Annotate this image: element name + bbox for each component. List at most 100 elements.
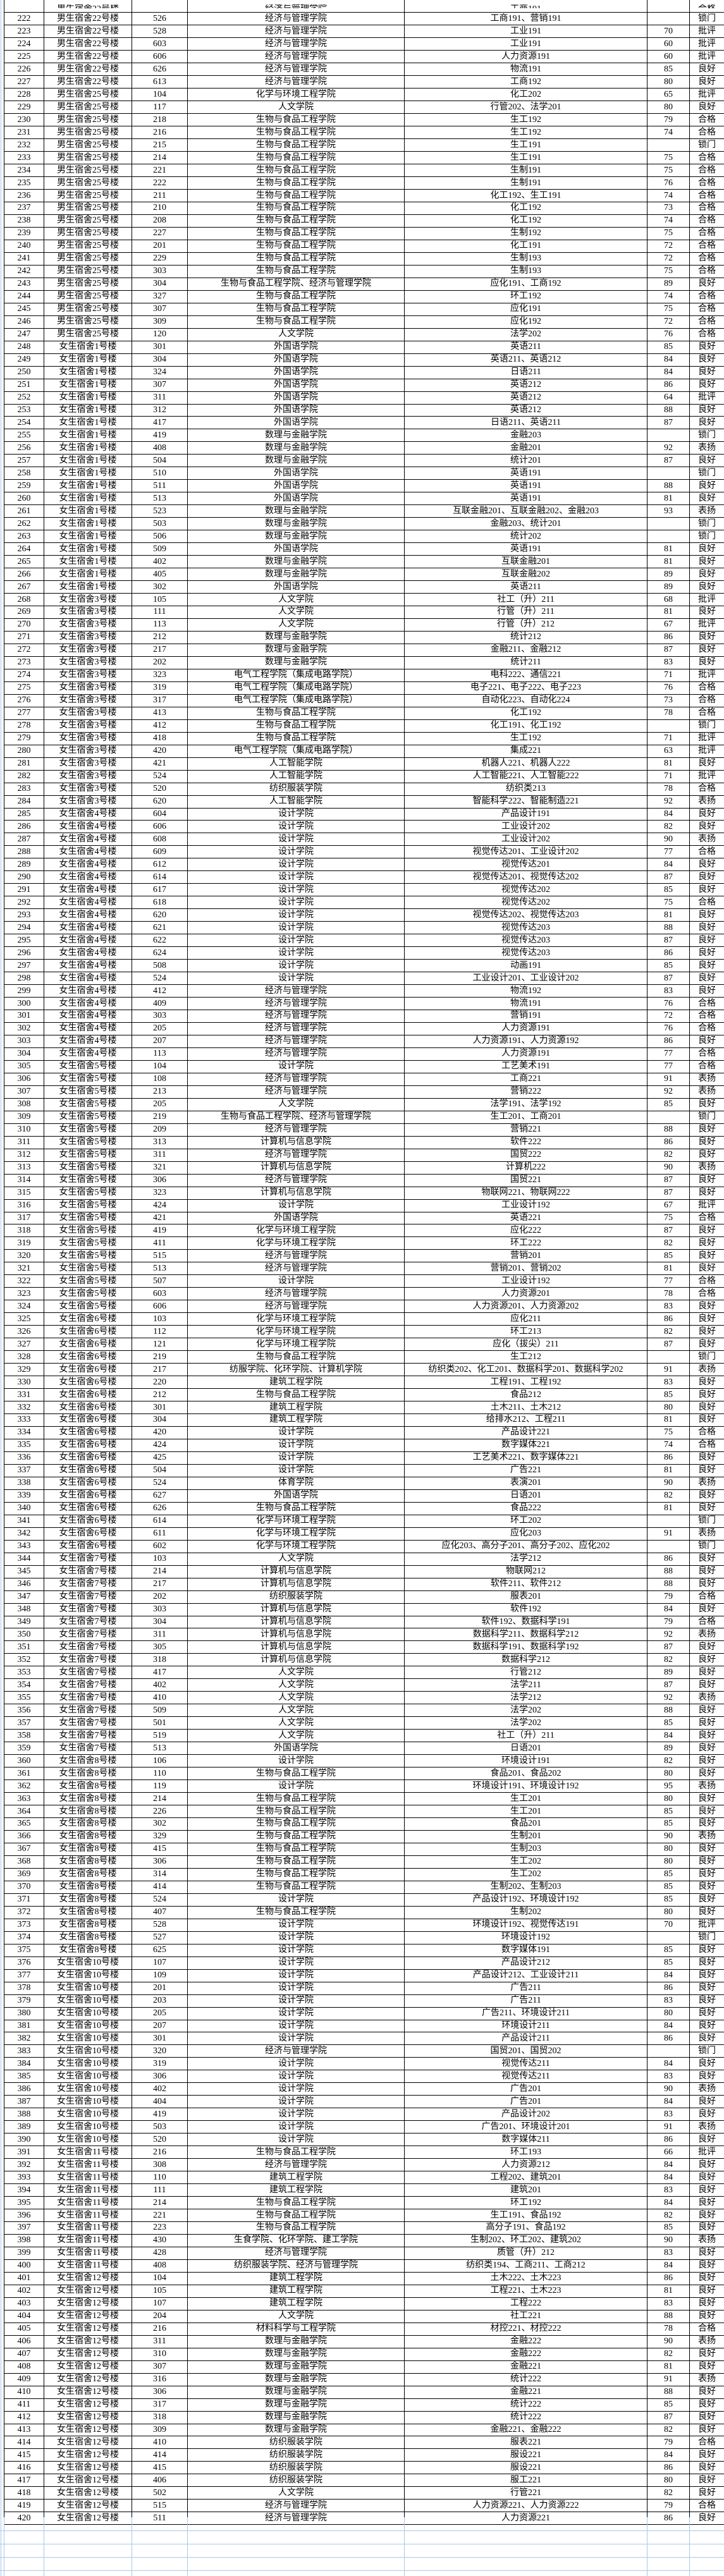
cell-building[interactable]: 女生宿舍7号楼 (44, 1729, 132, 1743)
cell-rating[interactable]: 锁门 (689, 467, 724, 480)
cell-score[interactable]: 60 (647, 50, 690, 64)
cell-row-number[interactable]: 222 (4, 12, 44, 26)
cell-building[interactable]: 女生宿舍1号楼 (44, 555, 132, 569)
cell-score[interactable]: 71 (647, 668, 690, 682)
cell-room[interactable]: 305 (132, 1640, 188, 1654)
cell-classes[interactable]: 环境设计192、视觉传达191 (404, 1918, 647, 1932)
cell-rating[interactable]: 合格 (689, 214, 724, 228)
cell-score[interactable]: 75 (647, 302, 690, 316)
cell-room[interactable]: 627 (132, 1489, 188, 1503)
cell-building[interactable]: 女生宿舍10号楼 (44, 2082, 132, 2096)
cell-rating[interactable]: 良好 (689, 403, 724, 417)
cell-row-number[interactable]: 396 (4, 2209, 44, 2222)
cell-rating[interactable]: 良好 (689, 2423, 724, 2437)
cell-room[interactable]: 301 (132, 1401, 188, 1414)
cell-building[interactable]: 女生宿舍1号楼 (44, 441, 132, 455)
cell-rating[interactable]: 良好 (689, 1867, 724, 1881)
cell-college[interactable]: 生物与食品工程学院 (187, 290, 405, 303)
cell-classes[interactable]: 营销221 (404, 1123, 647, 1137)
cell-college[interactable]: 生物与食品工程学院 (187, 1388, 405, 1402)
cell-rating[interactable]: 合格 (689, 1590, 724, 1604)
cell-college[interactable]: 生物与食品工程学院 (187, 1905, 405, 1919)
cell-row-number[interactable]: 354 (4, 1678, 44, 1692)
cell-rating[interactable]: 良好 (689, 2221, 724, 2235)
cell-room[interactable]: 319 (132, 2057, 188, 2071)
cell-classes[interactable]: 环境设计211 (404, 2019, 647, 2033)
cell-classes[interactable]: 工业设计202 (404, 833, 647, 846)
cell-building[interactable]: 女生宿舍4号楼 (44, 845, 132, 859)
cell-row-number[interactable]: 415 (4, 2448, 44, 2462)
cell-rating[interactable]: 良好 (689, 568, 724, 582)
cell-classes[interactable]: 物流191 (404, 63, 647, 76)
cell-rating[interactable]: 良好 (689, 1501, 724, 1515)
cell-building[interactable]: 女生宿舍4号楼 (44, 858, 132, 872)
cell-row-number[interactable]: 389 (4, 2120, 44, 2134)
cell-score[interactable]: 75 (647, 1425, 690, 1439)
cell-rating[interactable]: 良好 (689, 1338, 724, 1352)
cell-score[interactable]: 79 (647, 2499, 690, 2513)
cell-row-number[interactable]: 240 (4, 239, 44, 253)
cell-rating[interactable]: 批评 (689, 769, 724, 783)
cell-room[interactable]: 119 (132, 1779, 188, 1793)
cell-classes[interactable]: 生工191 (404, 138, 647, 152)
cell-score[interactable]: 90 (647, 2233, 690, 2247)
cell-row-number[interactable]: 340 (4, 1501, 44, 1515)
cell-college[interactable]: 生物与食品工程学院 (187, 252, 405, 266)
cell-row-number[interactable]: 406 (4, 2335, 44, 2348)
cell-room[interactable]: 418 (132, 731, 188, 745)
cell-building[interactable]: 男生宿舍25号楼 (44, 101, 132, 114)
cell-building[interactable]: 女生宿舍6号楼 (44, 1325, 132, 1339)
cell-building[interactable]: 女生宿舍8号楼 (44, 1842, 132, 1856)
cell-classes[interactable]: 金融201 (404, 441, 647, 455)
cell-building[interactable]: 女生宿舍6号楼 (44, 1514, 132, 1528)
cell-score[interactable]: 91 (647, 1072, 690, 1086)
cell-room[interactable]: 111 (132, 2183, 188, 2197)
cell-building[interactable]: 女生宿舍1号楼 (44, 542, 132, 556)
cell-room[interactable]: 204 (132, 2309, 188, 2323)
cell-building[interactable]: 女生宿舍4号楼 (44, 1022, 132, 1035)
cell-room[interactable]: 214 (132, 1792, 188, 1806)
cell-row-number[interactable]: 265 (4, 555, 44, 569)
cell-score[interactable]: 86 (647, 2461, 690, 2475)
cell-row-number[interactable]: 237 (4, 202, 44, 215)
cell-row-number[interactable]: 414 (4, 2436, 44, 2450)
cell-college[interactable]: 生物与食品工程学院 (187, 2221, 405, 2235)
cell-room[interactable]: 316 (132, 2372, 188, 2386)
cell-row-number[interactable]: 386 (4, 2082, 44, 2096)
cell-classes[interactable]: 应化191、工商192 (404, 277, 647, 291)
cell-row-number[interactable]: 361 (4, 1767, 44, 1781)
cell-building[interactable]: 男生宿舍25号楼 (44, 202, 132, 215)
cell-row-number[interactable]: 402 (4, 2284, 44, 2298)
cell-building[interactable]: 女生宿舍1号楼 (44, 378, 132, 392)
cell-building[interactable]: 女生宿舍12号楼 (44, 2284, 132, 2298)
cell-row-number[interactable]: 233 (4, 151, 44, 165)
cell-rating[interactable]: 合格 (689, 151, 724, 165)
cell-rating[interactable]: 良好 (689, 1300, 724, 1314)
cell-building[interactable]: 女生宿舍11号楼 (44, 2158, 132, 2172)
cell-row-number[interactable]: 404 (4, 2309, 44, 2323)
cell-rating[interactable]: 锁门 (689, 138, 724, 152)
cell-score[interactable]: 80 (647, 1842, 690, 1856)
cell-score[interactable]: 91 (647, 2372, 690, 2386)
cell-building[interactable]: 女生宿舍1号楼 (44, 403, 132, 417)
cell-classes[interactable]: 人工智能221、人工智能222 (404, 769, 647, 783)
cell-building[interactable]: 女生宿舍7号楼 (44, 1716, 132, 1730)
cell-room[interactable]: 104 (132, 1059, 188, 1073)
cell-college[interactable]: 纺织服装学院 (187, 782, 405, 796)
cell-college[interactable]: 人文学院 (187, 1666, 405, 1680)
cell-building[interactable]: 女生宿舍5号楼 (44, 1199, 132, 1212)
cell-building[interactable]: 男生宿舍25号楼 (44, 239, 132, 253)
cell-college[interactable]: 外国语学院 (187, 391, 405, 405)
cell-building[interactable]: 女生宿舍10号楼 (44, 1981, 132, 1995)
cell-row-number[interactable]: 390 (4, 2133, 44, 2147)
cell-row-number[interactable]: 261 (4, 504, 44, 518)
cell-rating[interactable]: 良好 (689, 353, 724, 367)
cell-classes[interactable]: 统计222 (404, 2398, 647, 2412)
cell-classes[interactable]: 纺织类213 (404, 782, 647, 796)
cell-room[interactable]: 402 (132, 2082, 188, 2096)
cell-score[interactable]: 76 (647, 176, 690, 190)
cell-row-number[interactable]: 405 (4, 2322, 44, 2336)
cell-room[interactable]: 111 (132, 606, 188, 619)
cell-rating[interactable]: 良好 (689, 2360, 724, 2374)
cell-classes[interactable]: 产品设计192、环境设计192 (404, 1893, 647, 1907)
